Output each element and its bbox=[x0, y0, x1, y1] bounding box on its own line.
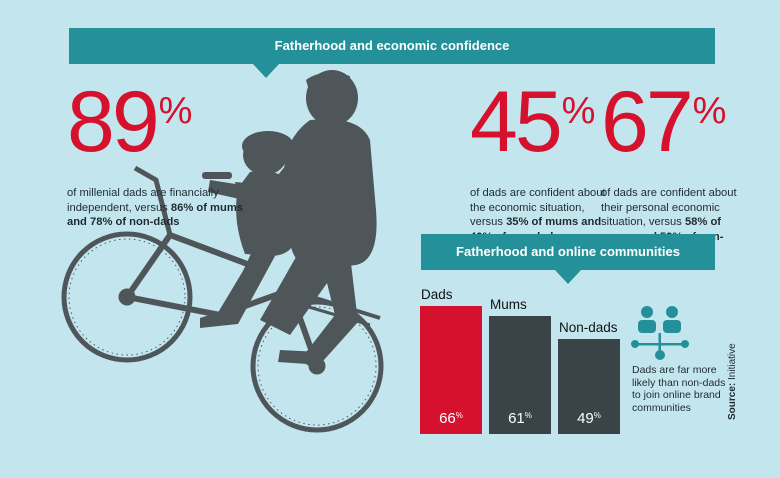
bar-label-non-dads: Non-dads bbox=[559, 319, 618, 335]
bar-label-mums: Mums bbox=[490, 296, 527, 312]
banner-economic-confidence-title: Fatherhood and economic confidence bbox=[274, 38, 510, 53]
bar-label-dads: Dads bbox=[421, 287, 453, 302]
stat-value: 89% bbox=[67, 74, 193, 170]
stat-value: 67% bbox=[601, 74, 727, 170]
banner-pointer bbox=[253, 64, 279, 78]
stat-financially-independent: 89% of millenial dads are financially in… bbox=[67, 79, 257, 230]
online-communities-note: Dads are far more likely than non-dads t… bbox=[632, 364, 726, 414]
bicycle-silhouette-icon bbox=[61, 70, 384, 433]
banner-online-communities: Fatherhood and online communities bbox=[421, 234, 715, 284]
stat-description: of millenial dads are financially indepe… bbox=[67, 187, 243, 228]
banner-pointer bbox=[555, 270, 581, 284]
source-label: Source: bbox=[727, 382, 738, 420]
bar-dads bbox=[420, 306, 482, 434]
bar-value-dads: 66% bbox=[439, 410, 463, 427]
bar-non-dads bbox=[558, 338, 620, 434]
people-network-icon bbox=[631, 306, 689, 360]
source-value: Initiative bbox=[727, 343, 738, 380]
stat-value: 45% bbox=[470, 74, 596, 170]
stat-economic-situation: 45% of dads are confident about the econ… bbox=[470, 79, 610, 244]
bar-mums bbox=[489, 315, 551, 434]
source-credit: Source: Initiative bbox=[727, 343, 738, 420]
bar-value-non-dads: 49% bbox=[577, 410, 601, 427]
chart-title: Fatherhood and online communities bbox=[456, 244, 680, 259]
banner-economic-confidence: Fatherhood and economic confidence bbox=[69, 28, 715, 78]
stat-personal-economic-situation: 67% of dads are confident about their pe… bbox=[601, 79, 741, 259]
bar-value-mums: 61% bbox=[508, 410, 532, 427]
